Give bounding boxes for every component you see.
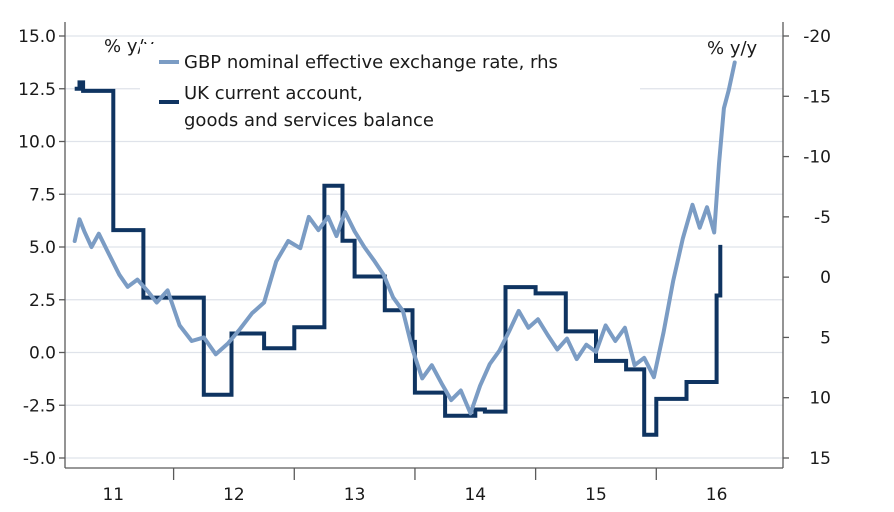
x-tick-label: 16 xyxy=(706,485,728,505)
right-tick-label: -15 xyxy=(803,87,831,107)
right-tick-label: 10 xyxy=(809,389,831,409)
left-tick-label: 0.0 xyxy=(29,344,56,364)
right-tick-label: -5 xyxy=(814,208,831,228)
x-tick-label: 13 xyxy=(344,485,366,505)
x-tick-label: 15 xyxy=(585,485,607,505)
current-account-line xyxy=(74,80,723,437)
right-tick-label: -20 xyxy=(803,27,831,47)
left-tick-label: 7.5 xyxy=(29,185,56,205)
x-tick-label: 14 xyxy=(464,485,486,505)
right-axis-unit-label: % y/y xyxy=(707,38,758,59)
left-tick-label: 12.5 xyxy=(18,80,56,100)
right-tick-label: 5 xyxy=(820,328,831,348)
legend-label-current-account-line1: UK current account, xyxy=(184,83,363,104)
left-tick-label: 15.0 xyxy=(18,27,56,47)
legend-label-gbp: GBP nominal effective exchange rate, rhs xyxy=(184,52,558,73)
left-tick-label: -2.5 xyxy=(23,396,56,416)
left-tick-label: 5.0 xyxy=(29,238,56,258)
right-tick-label: 15 xyxy=(809,449,831,469)
x-tick-label: 12 xyxy=(223,485,245,505)
left-tick-label: -5.0 xyxy=(23,449,56,469)
x-tick-label: 11 xyxy=(102,485,124,505)
gbp-exchange-rate-line xyxy=(72,60,737,416)
left-tick-label: 10.0 xyxy=(18,133,56,153)
right-axis-ticks: -20 -15 -10 -5 0 5 10 15 xyxy=(783,27,831,469)
right-tick-label: 0 xyxy=(820,268,831,288)
legend-label-current-account-line2: goods and services balance xyxy=(184,110,434,131)
x-axis-ticks: 11 12 13 14 15 16 xyxy=(102,468,727,505)
right-tick-label: -10 xyxy=(803,148,831,168)
legend: GBP nominal effective exchange rate, rhs… xyxy=(140,44,640,134)
legend-background xyxy=(140,44,640,134)
left-axis-ticks: 15.0 12.5 10.0 7.5 5.0 2.5 0.0 -2.5 -5.0 xyxy=(18,27,65,469)
left-tick-label: 2.5 xyxy=(29,291,56,311)
